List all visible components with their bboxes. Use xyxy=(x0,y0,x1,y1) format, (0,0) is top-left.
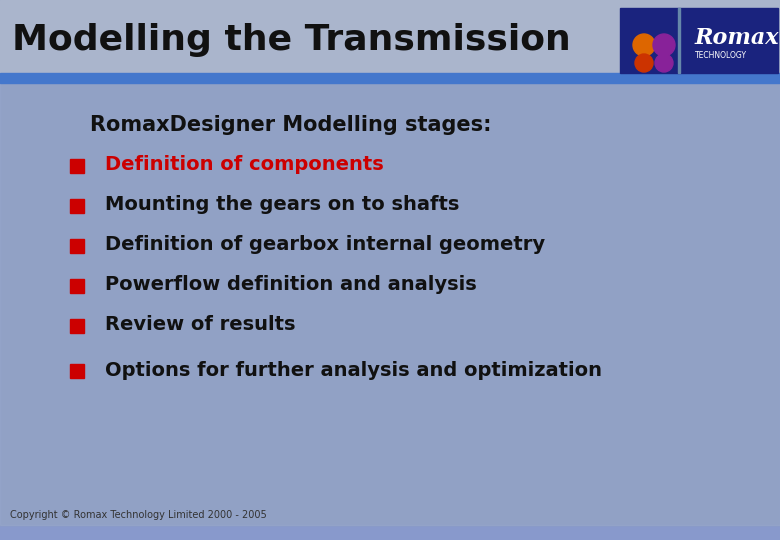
Text: Romax: Romax xyxy=(695,27,779,49)
Circle shape xyxy=(635,54,653,72)
Bar xyxy=(70,319,84,333)
Bar xyxy=(70,159,84,173)
Bar xyxy=(70,239,84,253)
Text: Mounting the gears on to shafts: Mounting the gears on to shafts xyxy=(105,195,459,214)
Bar xyxy=(70,364,84,378)
Text: Modelling the Transmission: Modelling the Transmission xyxy=(12,23,571,57)
Circle shape xyxy=(655,54,673,72)
Bar xyxy=(0,75,780,525)
Text: Options for further analysis and optimization: Options for further analysis and optimiz… xyxy=(105,361,602,380)
Text: RomaxDesigner Modelling stages:: RomaxDesigner Modelling stages: xyxy=(90,115,491,135)
Circle shape xyxy=(633,34,655,56)
Text: TECHNOLOGY: TECHNOLOGY xyxy=(695,51,747,60)
Bar xyxy=(678,8,680,73)
Bar xyxy=(70,279,84,293)
Bar xyxy=(0,0,780,75)
Circle shape xyxy=(653,34,675,56)
Text: Copyright © Romax Technology Limited 2000 - 2005: Copyright © Romax Technology Limited 200… xyxy=(10,510,267,520)
Text: Review of results: Review of results xyxy=(105,315,296,334)
Bar xyxy=(70,199,84,213)
Bar xyxy=(620,8,778,73)
Text: Definition of gearbox internal geometry: Definition of gearbox internal geometry xyxy=(105,235,545,254)
Text: Powerflow definition and analysis: Powerflow definition and analysis xyxy=(105,275,477,294)
Bar xyxy=(0,73,780,83)
Text: Definition of components: Definition of components xyxy=(105,156,384,174)
Bar xyxy=(0,75,780,525)
